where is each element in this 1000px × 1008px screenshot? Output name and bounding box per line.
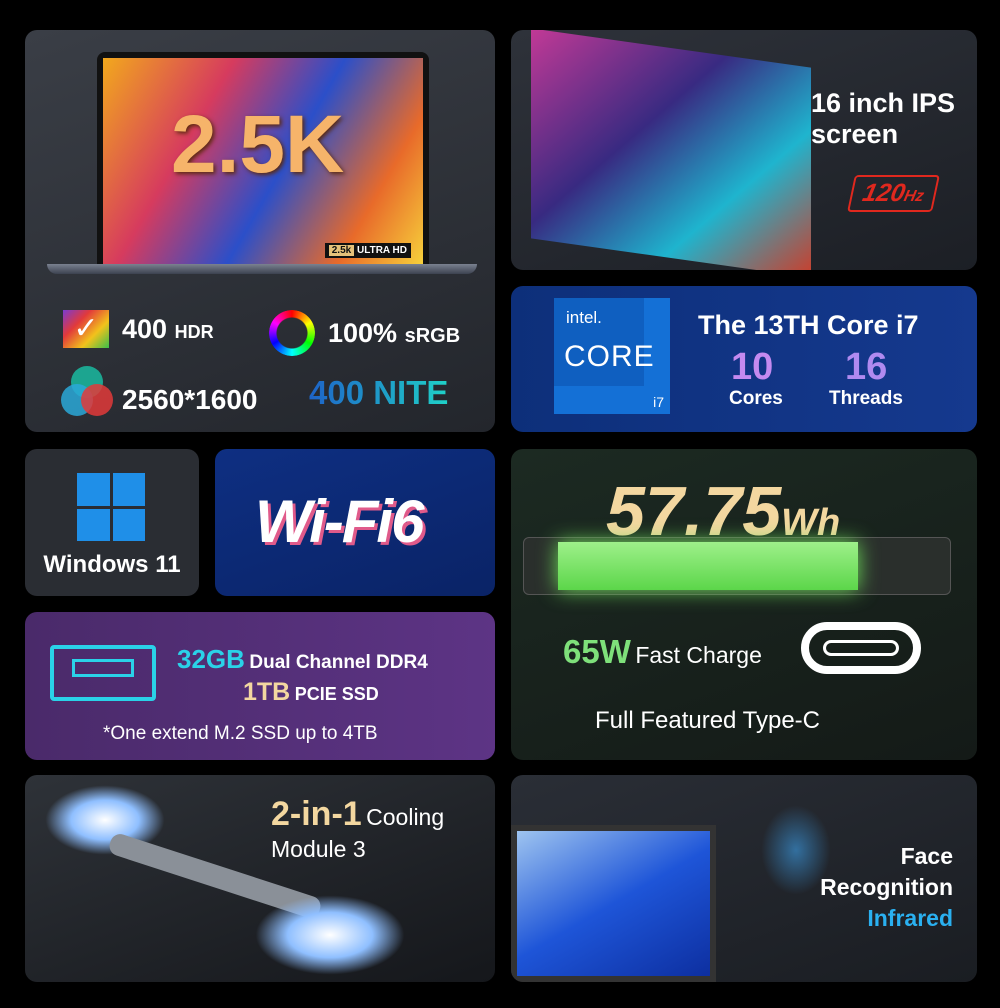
face-line1: Face [900, 843, 953, 869]
windows-panel: Windows 11 [25, 449, 199, 596]
memory-panel: 32GB Dual Channel DDR4 1TB PCIE SSD *One… [25, 612, 495, 760]
refresh-badge: 120Hz [847, 175, 941, 212]
srgb-spec: 100% sRGB [328, 318, 460, 349]
tier-text: i7 [653, 394, 664, 410]
cores-label: Cores [729, 388, 783, 409]
hdr-icon: ✓ [63, 310, 109, 348]
hdr-label: HDR [174, 322, 214, 342]
refresh-num: 120 [860, 179, 908, 207]
hdr-num: 400 [122, 314, 168, 344]
fan-icon-right [255, 895, 405, 975]
screen-title-line1: 16 inch IPS [811, 88, 956, 118]
ultra-hd-badge: 2.5k ULTRA HD [324, 243, 411, 258]
cooling-title: 2-in-1 Cooling [271, 795, 444, 834]
battery-image [523, 537, 951, 595]
resolution-big-text: 2.5K [171, 99, 345, 190]
cooling-num: 2-in-1 [271, 795, 362, 833]
resolution-spec: 2560*1600 [122, 384, 258, 415]
windows-logo-icon [77, 473, 145, 541]
threads-num: 16 [845, 346, 888, 388]
screen-image [531, 30, 811, 270]
ram-spec: 32GB Dual Channel DDR4 [177, 644, 428, 675]
ssd-label: PCIE SSD [294, 684, 379, 704]
face-line2: Recognition [820, 874, 953, 900]
intel-brand: intel. [566, 308, 602, 327]
cooling-label: Cooling [366, 804, 445, 830]
face-line3: Infrared [867, 905, 953, 931]
face-panel: Face Recognition Infrared [511, 775, 977, 982]
ram-chip-icon [50, 645, 156, 701]
face-scan-image [761, 805, 831, 895]
charge-label: Fast Charge [635, 642, 762, 668]
srgb-num: 100% [328, 318, 398, 348]
ram-label: Dual Channel DDR4 [249, 652, 428, 673]
badge-b: ULTRA HD [357, 245, 407, 256]
screen-panel: 16 inch IPS screen 120Hz [511, 30, 977, 270]
badge-a: 2.5k [328, 245, 355, 256]
screen-title: 16 inch IPS screen [811, 88, 955, 150]
rgb-circles-icon [61, 366, 113, 418]
port-label: Full Featured Type-C [595, 707, 820, 734]
laptop-image: 2.5K 2.5k ULTRA HD [97, 52, 429, 274]
windows-label: Windows 11 [43, 551, 181, 578]
screen-title-line2: screen [811, 119, 899, 149]
cpu-panel: intel. CORE i7 The 13TH Core i7 10 Cores… [511, 286, 977, 432]
core-text: CORE [564, 340, 655, 373]
battery-panel: 57.75Wh 65W Fast Charge Full Featured Ty… [511, 449, 977, 760]
intel-core-logo: intel. CORE i7 [554, 298, 670, 414]
ssd-num: 1TB [243, 678, 291, 706]
cpu-title: The 13TH Core i7 [698, 310, 919, 340]
cooling-line2: Module 3 [271, 836, 366, 862]
charge-num: 65W [563, 633, 631, 670]
ssd-spec: 1TB PCIE SSD [243, 678, 379, 707]
laptop-screen-image [511, 825, 716, 982]
threads-label: Threads [829, 388, 903, 409]
nite-spec: 400 NITE [309, 374, 449, 411]
cores-num: 10 [731, 346, 774, 388]
laptop-base [47, 264, 477, 274]
face-text: Face Recognition Infrared [820, 841, 953, 934]
color-ring-icon [269, 310, 315, 356]
refresh-unit: Hz [902, 188, 926, 205]
hdr-spec: 400 HDR [122, 314, 214, 345]
wifi6-logo: Wi-Fi6 [255, 488, 424, 555]
cooling-panel: 2-in-1 Cooling Module 3 [25, 775, 495, 982]
display-panel: 2.5K 2.5k ULTRA HD ✓ 400 HDR 100% sRGB 2… [25, 30, 495, 432]
ssd-note: *One extend M.2 SSD up to 4TB [103, 723, 378, 744]
wifi-panel: Wi-Fi6 [215, 449, 495, 596]
usb-c-icon [801, 622, 921, 674]
srgb-label: sRGB [404, 325, 461, 347]
charge-spec: 65W Fast Charge [563, 633, 762, 671]
ram-num: 32GB [177, 644, 245, 674]
